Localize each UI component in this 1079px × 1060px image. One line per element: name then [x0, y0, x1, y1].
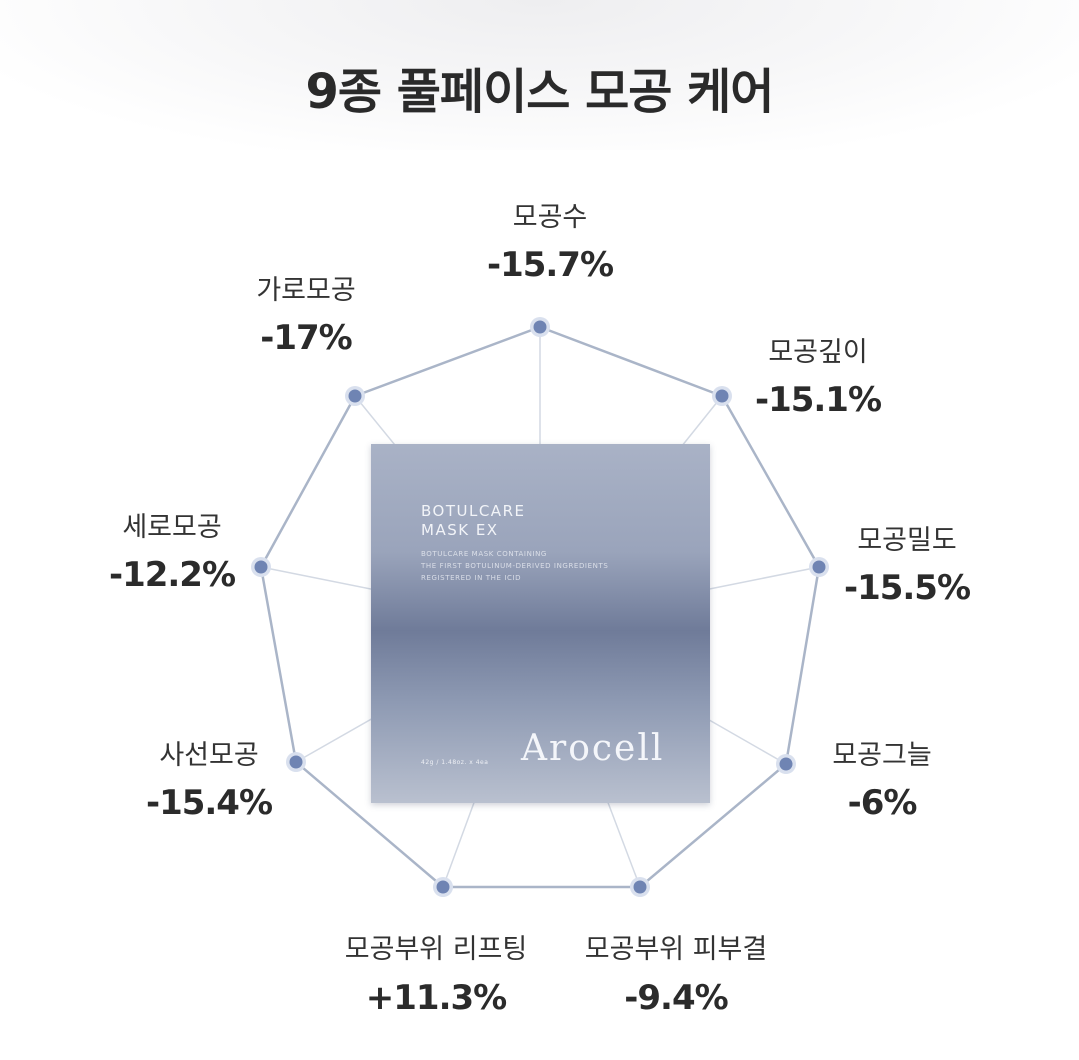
web-dot-pore-depth [715, 389, 729, 403]
product-box-image: BOTULCARE MASK EX BOTULCARE MASK CONTAIN… [371, 444, 710, 803]
product-description-line2: THE FIRST BOTULINUM-DERIVED INGREDIENTS [421, 562, 609, 570]
web-dot-skin-texture [633, 880, 647, 894]
metric-label-pore-count: 모공수 [512, 202, 588, 233]
web-dot-diagonal-pores [289, 755, 303, 769]
product-description-line3: REGISTERED IN THE ICID [421, 574, 522, 582]
web-dot-vertical-pores [254, 560, 268, 574]
metric-value-lifting: +11.3% [365, 978, 507, 1018]
web-dots [251, 317, 829, 897]
metric-value-pore-depth: -15.1% [754, 380, 882, 420]
web-dot-pore-shadow [779, 757, 793, 771]
metric-value-diagonal-pores: -15.4% [145, 783, 273, 823]
metric-value-pore-shadow: -6% [847, 783, 918, 823]
web-dot-pore-density [812, 560, 826, 574]
metric-label-lifting: 모공부위 리프팅 [344, 934, 528, 965]
product-description: BOTULCARE MASK CONTAINING THE FIRST BOTU… [421, 548, 608, 584]
product-size: 42g / 1.48oz. x 4ea [421, 759, 489, 766]
metric-label-skin-texture: 모공부위 피부결 [584, 934, 768, 965]
web-dot-horizontal-pores [348, 389, 362, 403]
metric-label-horizontal-pores: 가로모공 [256, 275, 356, 306]
metric-value-skin-texture: -9.4% [624, 978, 728, 1018]
metric-label-pore-depth: 모공깊이 [768, 337, 868, 368]
product-description-line1: BOTULCARE MASK CONTAINING [421, 550, 547, 558]
metric-label-pore-density: 모공밀도 [857, 525, 957, 556]
metric-label-pore-shadow: 모공그늘 [832, 740, 932, 771]
web-dot-pore-count [533, 320, 547, 334]
product-brand-line2: MASK EX [421, 521, 499, 539]
metric-value-horizontal-pores: -17% [260, 318, 353, 358]
web-dot-lifting [436, 880, 450, 894]
metric-value-vertical-pores: -12.2% [108, 555, 236, 595]
metric-value-pore-count: -15.7% [486, 245, 614, 285]
web-outline [259, 325, 821, 889]
product-brand: BOTULCARE MASK EX [421, 502, 525, 540]
header-background [0, 0, 1079, 150]
metric-label-vertical-pores: 세로모공 [122, 512, 222, 543]
page-title: 9종 풀페이스 모공 케어 [305, 64, 775, 120]
product-brand-line1: BOTULCARE [421, 502, 526, 520]
metric-label-diagonal-pores: 사선모공 [159, 740, 259, 771]
metric-value-pore-density: -15.5% [843, 568, 971, 608]
product-logo: Arocell [521, 728, 665, 769]
